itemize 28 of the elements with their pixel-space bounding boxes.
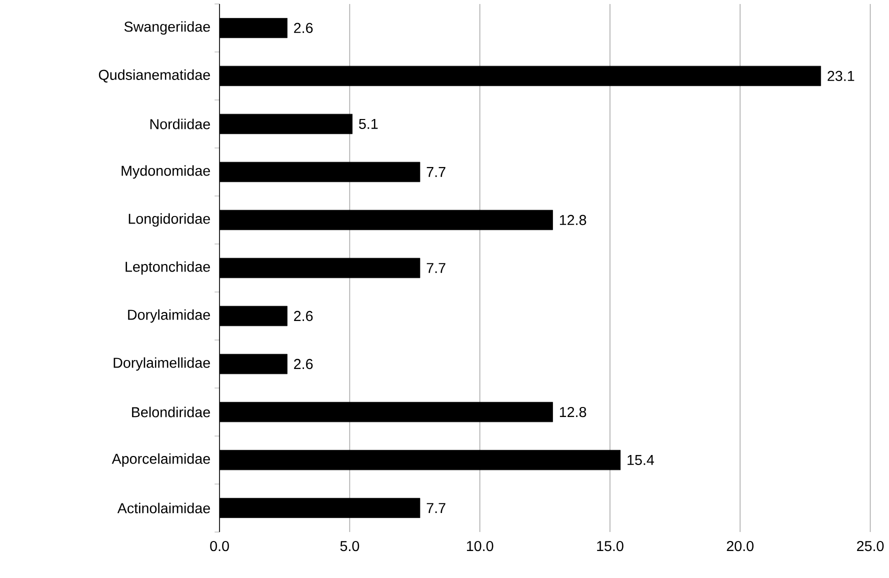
y-tick-label: Dorylaimellidae — [114, 358, 210, 371]
data-label: 2.6 — [294, 23, 313, 34]
x-tick-label: 20.0 — [726, 541, 754, 552]
x-tick-label: 15.0 — [597, 541, 624, 552]
y-tick-label: Actinolaimidae — [117, 503, 210, 514]
x-tick-label: 10.0 — [466, 541, 494, 552]
data-label: 12.8 — [560, 215, 586, 226]
data-label: 5.1 — [359, 119, 378, 130]
data-label: 2.6 — [294, 311, 313, 322]
data-label: 2.6 — [294, 359, 313, 370]
y-tick-label: Leptonchidae — [126, 262, 210, 275]
y-tick-label: Swangeriidae — [124, 22, 210, 35]
data-label: 23.1 — [828, 71, 854, 82]
y-tick-label: Mydonomidae — [122, 166, 210, 179]
y-tick-label: Nordiidae — [150, 118, 210, 130]
data-label: 12.8 — [560, 407, 586, 418]
y-tick-label: Dorylaimidae — [128, 310, 210, 323]
data-label: 7.7 — [426, 263, 446, 274]
y-tick-label: Belondiridae — [132, 406, 210, 418]
x-tick-label: 0.0 — [210, 541, 229, 552]
y-tick-label: Longidoridae — [128, 214, 210, 227]
data-label: 7.7 — [426, 503, 446, 514]
y-tick-label: Qudsianematidae — [98, 70, 210, 83]
x-tick-label: 25.0 — [857, 541, 884, 552]
x-tick-label: 5.0 — [340, 541, 360, 552]
data-label: 15.4 — [628, 455, 654, 466]
data-label: 7.7 — [426, 167, 446, 178]
y-tick-label: Aporcelaimidae — [112, 454, 210, 467]
